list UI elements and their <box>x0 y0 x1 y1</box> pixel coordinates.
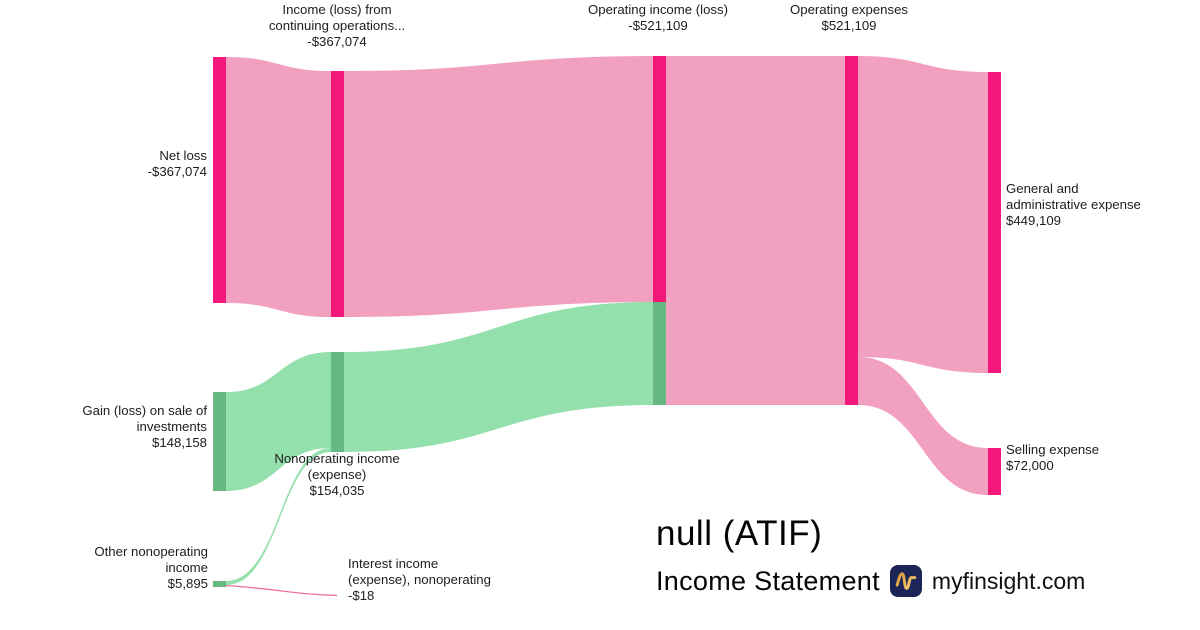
label-selling-expense-value: $72,000 <box>1006 458 1054 473</box>
label-operating-expenses-value: $521,109 <box>821 18 876 33</box>
label-income-continuing: Income (loss) from <box>282 2 391 17</box>
pulse-waveform-icon <box>895 572 917 590</box>
link-net-loss-to-income-continuing <box>226 57 331 317</box>
label-gain-on-sale-2: investments <box>137 419 208 434</box>
statement-subtitle: Income Statement <box>656 565 880 596</box>
label-general-admin: General and <box>1006 181 1079 196</box>
label-interest-income-value: -$18 <box>348 588 374 603</box>
link-operating-expenses-to-selling <box>858 357 988 495</box>
node-gain-on-sale-of-investments <box>213 392 226 491</box>
label-general-admin-2: administrative expense <box>1006 197 1141 212</box>
label-gain-on-sale: Gain (loss) on sale of <box>82 403 207 418</box>
link-other-nonoperating-to-interest <box>225 584 338 597</box>
label-income-continuing-2: continuing operations... <box>269 18 405 33</box>
link-operating-expenses-to-general-admin <box>858 56 988 373</box>
link-income-continuing-to-operating-income <box>344 56 653 317</box>
link-gain-on-sale-to-nonoperating <box>226 352 331 491</box>
node-other-nonoperating-income <box>213 581 226 587</box>
node-net-loss <box>213 57 226 303</box>
link-operating-income-to-operating-expenses <box>666 56 845 405</box>
footer-row: Income Statement myfinsight.com <box>656 565 1085 597</box>
label-net-loss: Net loss <box>159 148 207 163</box>
label-nonoperating-2: (expense) <box>308 467 367 482</box>
sankey-links <box>225 56 988 597</box>
label-operating-income: Operating income (loss) <box>588 2 728 17</box>
brand-name: myfinsight.com <box>931 567 1086 594</box>
node-income-continuing-operations <box>331 71 344 317</box>
node-general-and-administrative-expense <box>988 72 1001 373</box>
link-nonoperating-to-operating-income <box>344 302 653 452</box>
label-general-admin-value: $449,109 <box>1006 213 1061 228</box>
label-interest-income-2: (expense), nonoperating <box>348 572 491 587</box>
node-selling-expense <box>988 448 1001 495</box>
label-selling-expense: Selling expense <box>1006 442 1099 457</box>
node-operating-expenses <box>845 56 858 405</box>
sankey-nodes <box>213 56 1001 587</box>
label-nonoperating-value: $154,035 <box>309 483 364 498</box>
label-nonoperating: Nonoperating income <box>274 451 399 466</box>
label-operating-income-value: -$521,109 <box>628 18 687 33</box>
label-other-nonoperating-2: income <box>165 560 208 575</box>
label-other-nonoperating-value: $5,895 <box>168 576 208 591</box>
label-gain-on-sale-value: $148,158 <box>152 435 207 450</box>
label-operating-expenses: Operating expenses <box>790 2 908 17</box>
label-interest-income: Interest income <box>348 556 438 571</box>
company-title: null (ATIF) <box>656 514 823 553</box>
label-income-continuing-value: -$367,074 <box>307 34 366 49</box>
myfinsight-logo <box>889 565 922 597</box>
label-net-loss-value: -$367,074 <box>148 164 207 179</box>
node-nonoperating-income-expense <box>331 352 344 452</box>
node-operating-income-loss-lower <box>653 302 666 405</box>
label-other-nonoperating: Other nonoperating <box>94 544 208 559</box>
node-operating-income-loss-upper <box>653 56 666 302</box>
footer-branding: null (ATIF) Income Statement myfinsight.… <box>656 514 1085 597</box>
sankey-labels: Net loss -$367,074 Income (loss) from co… <box>82 2 1141 603</box>
